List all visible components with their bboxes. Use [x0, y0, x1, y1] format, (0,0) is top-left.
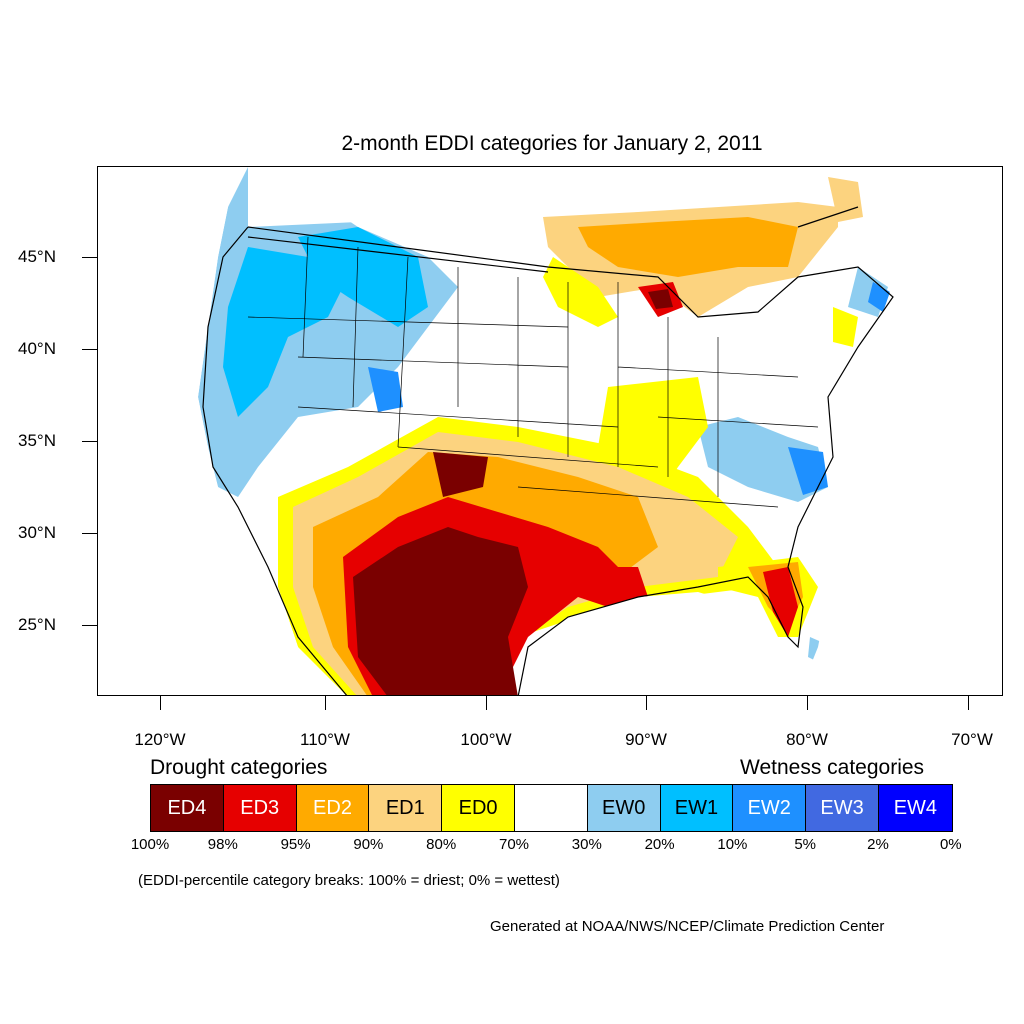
gulf-mask — [528, 592, 788, 695]
lat-label-25: 25°N — [18, 615, 56, 634]
legend-box-ew4: EW4 — [878, 785, 952, 831]
lon-tick — [160, 696, 161, 710]
legend-box-ew3: EW3 — [806, 785, 879, 831]
canada-border — [247, 206, 859, 273]
lon-tick — [807, 696, 808, 710]
break-label: 90% — [353, 836, 384, 853]
lat-label-30: 30°N — [18, 523, 56, 542]
break-label: 0% — [939, 836, 962, 853]
map-frame — [97, 166, 1003, 696]
break-label: 70% — [498, 836, 530, 853]
category-legend: ED4 ED3 ED2 ED1 ED0 EW0 EW1 EW2 EW3 EW4 — [150, 784, 953, 832]
legend-box-ed0: ED0 — [442, 785, 515, 831]
state-lines — [247, 236, 819, 508]
lat-tick — [82, 257, 97, 258]
great-lakes-ed2 — [578, 217, 798, 277]
break-label: 80% — [426, 836, 457, 853]
legend-box-ew2: EW2 — [733, 785, 807, 831]
nw-wet-core — [298, 227, 428, 327]
legend-box-normal — [514, 785, 588, 831]
break-label: 100% — [130, 836, 170, 853]
lon-label-90: 90°W — [625, 730, 667, 749]
lon-label-110: 110°W — [300, 730, 350, 749]
ocean-mask — [98, 167, 1002, 695]
break-label: 10% — [717, 836, 748, 853]
lat-label-35: 35°N — [18, 431, 56, 450]
break-label: 95% — [280, 836, 311, 853]
boundaries — [202, 206, 894, 695]
category-note: (EDDI-percentile category breaks: 100% =… — [138, 872, 560, 889]
eddi-map — [98, 167, 1002, 695]
lat-tick — [82, 533, 97, 534]
lon-label-100: 100°W — [460, 730, 512, 749]
lon-tick — [968, 696, 969, 710]
southeast-wet-region — [698, 417, 828, 502]
break-label: 20% — [644, 836, 675, 853]
break-label: 30% — [571, 836, 602, 853]
break-label: 98% — [207, 836, 238, 853]
legend-box-ed4: ED4 — [151, 785, 224, 831]
lat-tick — [82, 625, 97, 626]
utah-wet-blot — [368, 367, 403, 412]
canada-mask — [248, 167, 548, 227]
great-lakes-ed0 — [543, 257, 618, 327]
map-title: 2-month EDDI categories for January 2, 2… — [341, 132, 763, 155]
drought-heading: Drought categories — [150, 756, 328, 779]
lon-tick — [325, 696, 326, 710]
lat-label-40: 40°N — [18, 339, 56, 358]
lat-tick — [82, 441, 97, 442]
credit-line: Generated at NOAA/NWS/NCEP/Climate Predi… — [490, 918, 885, 935]
drought-regions — [278, 177, 863, 695]
break-label: 2% — [867, 836, 889, 853]
lon-tick — [646, 696, 647, 710]
lon-label-80: 80°W — [786, 730, 828, 749]
legend-box-ew0: EW0 — [587, 785, 661, 831]
michigan-ed4 — [648, 289, 673, 309]
lon-label-70: 70°W — [951, 730, 993, 749]
legend-box-ew1: EW1 — [660, 785, 734, 831]
break-label: 5% — [794, 836, 817, 853]
louisiana-ed3 — [568, 567, 648, 607]
legend-box-ed1: ED1 — [369, 785, 443, 831]
atlantic-mask — [798, 467, 1002, 695]
panhandle-ed4 — [433, 452, 488, 497]
wetness-heading: Wetness categories — [740, 756, 925, 779]
west-wet-core — [223, 247, 348, 417]
lon-tick — [486, 696, 487, 710]
legend-box-ed3: ED3 — [223, 785, 297, 831]
lat-tick — [82, 349, 97, 350]
lon-label-120: 120°W — [134, 730, 186, 749]
lat-label-45: 45°N — [18, 247, 56, 266]
pacific-mask — [98, 167, 318, 695]
conus-outline — [202, 226, 894, 695]
legend-box-ed2: ED2 — [296, 785, 370, 831]
carolina-wet-core — [788, 447, 828, 495]
south-ed4 — [353, 527, 528, 695]
northeast-ed0 — [833, 307, 858, 347]
florida-ed3 — [763, 567, 798, 637]
maine-ed1 — [828, 177, 863, 222]
canada-east-mask — [858, 167, 1002, 467]
